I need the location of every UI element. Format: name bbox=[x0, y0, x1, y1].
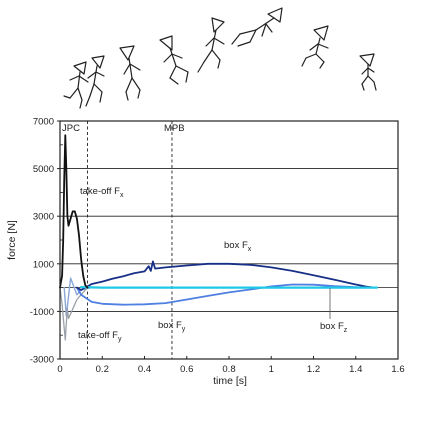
y-tick-label: -1000 bbox=[30, 307, 54, 318]
annotation-box-fy: box Fy bbox=[158, 320, 186, 333]
annotation-takeoff-fy: take-off Fy bbox=[78, 330, 122, 343]
x-tick-label: 1 bbox=[269, 364, 274, 375]
annotation-subscript: x bbox=[120, 192, 124, 199]
series-line-takeoff-fy bbox=[59, 286, 89, 341]
x-tick-label: 0.4 bbox=[138, 364, 151, 375]
annotation-box-fx: box Fx bbox=[224, 240, 252, 253]
annotation-text: take-off F bbox=[78, 330, 118, 341]
stick-figure bbox=[197, 17, 225, 73]
x-axis-label: time [s] bbox=[213, 375, 247, 387]
annotation-text: box F bbox=[224, 240, 248, 251]
annotation-subscript: z bbox=[344, 327, 348, 334]
stick-figure bbox=[85, 55, 105, 107]
y-axis-label: force [N] bbox=[6, 220, 18, 260]
y-tick-label: 3000 bbox=[33, 212, 54, 223]
x-tick-label: 1.2 bbox=[307, 364, 320, 375]
stick-figure bbox=[301, 25, 329, 69]
athlete-sequence-illustration bbox=[63, 7, 377, 109]
y-tick-label: 1000 bbox=[33, 259, 54, 270]
series-line-box-fx bbox=[76, 260, 378, 291]
annotation-text: box F bbox=[320, 321, 344, 332]
annotation-jpc: JPC bbox=[62, 123, 80, 134]
annotation-subscript: y bbox=[182, 326, 186, 333]
stick-figure bbox=[159, 35, 189, 85]
x-tick-label: 1.4 bbox=[349, 364, 362, 375]
annotation-mpb: MPB bbox=[164, 123, 185, 134]
stick-figure bbox=[119, 45, 141, 101]
annotation-takeoff-fx: take-off Fx bbox=[80, 186, 124, 199]
y-tick-label: 5000 bbox=[33, 164, 54, 175]
stick-figure bbox=[231, 7, 283, 47]
x-tick-label: 0.2 bbox=[96, 364, 109, 375]
y-axis-ticks: -3000 -1000 1000 3000 5000 7000 bbox=[30, 117, 63, 366]
x-tick-label: 0.6 bbox=[180, 364, 193, 375]
annotation-text: take-off F bbox=[80, 186, 120, 197]
reference-lines bbox=[87, 121, 173, 359]
annotation-subscript: y bbox=[118, 336, 122, 343]
stick-figure bbox=[63, 61, 89, 109]
x-tick-label: 0 bbox=[57, 364, 62, 375]
x-tick-label: 0.8 bbox=[222, 364, 235, 375]
stick-figure bbox=[359, 53, 377, 91]
annotation-subscript: x bbox=[248, 246, 252, 253]
annotation-text: box F bbox=[158, 320, 182, 331]
series-line-box-fy bbox=[76, 283, 378, 306]
x-axis-ticks: 0 0.2 0.4 0.6 0.8 1 1.2 1.4 1.6 bbox=[57, 356, 405, 375]
series-line-flat bbox=[80, 286, 378, 289]
y-tick-label: 7000 bbox=[33, 117, 54, 128]
annotation-box-fz: box Fz bbox=[320, 321, 348, 334]
y-tick-label: -3000 bbox=[30, 355, 54, 366]
x-tick-label: 1.6 bbox=[391, 364, 404, 375]
series-line-takeoff-fx bbox=[59, 134, 89, 289]
plot-area: -3000 -1000 1000 3000 5000 7000 0 0.2 0.4 0.6 0.8… bbox=[30, 117, 405, 376]
series-group bbox=[59, 134, 378, 341]
